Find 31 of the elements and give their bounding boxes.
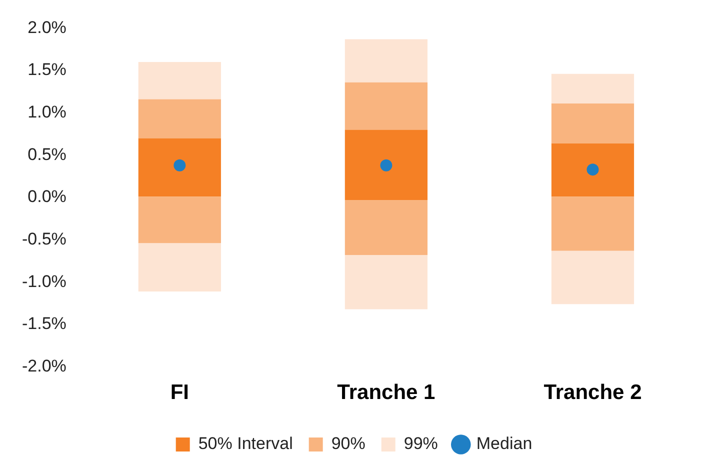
bar bbox=[138, 62, 221, 100]
y-tick-label: 1.5% bbox=[28, 60, 66, 80]
bar bbox=[138, 196, 221, 244]
y-tick-label: -1.0% bbox=[22, 272, 66, 291]
bar bbox=[551, 104, 634, 144]
x-tick-label: Tranche 2 bbox=[544, 381, 642, 404]
y-tick-label: 1.0% bbox=[28, 102, 66, 122]
y-tick-label: -2.0% bbox=[22, 356, 66, 376]
y-tick-label: -0.5% bbox=[22, 230, 66, 249]
bar bbox=[551, 143, 634, 197]
x-tick-label: Tranche 1 bbox=[337, 381, 436, 404]
bar bbox=[551, 250, 634, 304]
legend-label: Median bbox=[476, 434, 532, 454]
y-tick-label: -1.5% bbox=[22, 314, 66, 334]
legend-label: 90% bbox=[331, 434, 366, 454]
bar bbox=[344, 130, 428, 200]
bar bbox=[344, 39, 428, 82]
y-tick-label: 2.0% bbox=[28, 18, 66, 37]
y-tick-label: 0.5% bbox=[28, 144, 66, 164]
legend-label: 99% bbox=[404, 434, 438, 454]
bar bbox=[344, 82, 428, 130]
bar bbox=[551, 74, 634, 104]
bar bbox=[138, 138, 221, 197]
bar bbox=[344, 200, 428, 256]
bar bbox=[551, 196, 634, 251]
bar bbox=[138, 99, 221, 138]
bar bbox=[138, 243, 221, 292]
y-tick-label: 0.0% bbox=[28, 187, 66, 206]
x-tick-label: FI bbox=[170, 381, 190, 404]
bar bbox=[344, 255, 428, 310]
legend-label: 50% Interval bbox=[198, 434, 293, 454]
